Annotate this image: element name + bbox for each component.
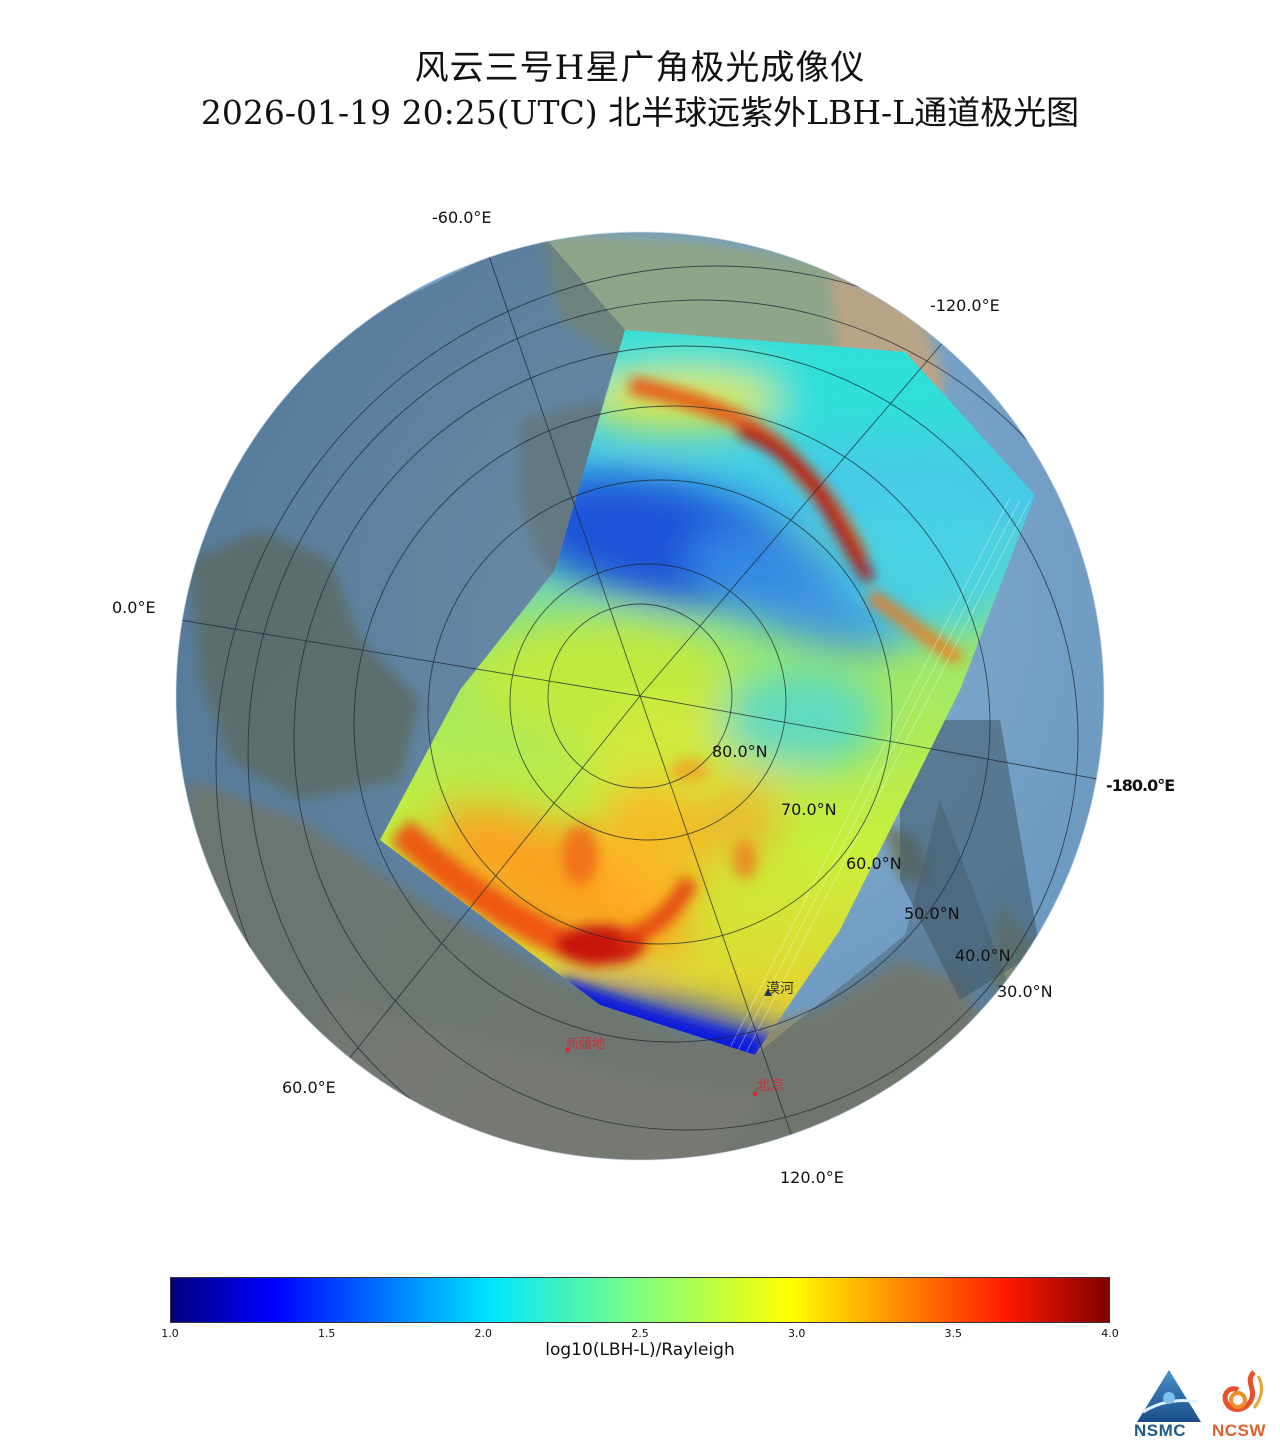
ncsw-logo-icon	[1222, 1370, 1263, 1412]
globe	[176, 232, 1104, 1160]
colorbar-tick-3-5: 3.5	[944, 1327, 963, 1340]
lon-label-neg120: -120.0°E	[930, 296, 1000, 315]
lon-label-60: 60.0°E	[282, 1078, 336, 1097]
colorbar-tick-2-5: 2.5	[631, 1327, 649, 1340]
xinjiang-marker-icon	[565, 1047, 571, 1053]
nsmc-logo-text: NSMC	[1134, 1421, 1187, 1440]
colorbar-tick-2-0: 2.0	[474, 1327, 493, 1340]
graticule	[179, 232, 1104, 1160]
place-label-beijing: 北京	[756, 1078, 784, 1094]
nsmc-logo-icon	[1137, 1370, 1201, 1422]
lon-label-0: 0.0°E	[112, 598, 156, 617]
ncsw-logo-text: NCSW	[1212, 1421, 1266, 1440]
lon-label-neg180: -180.0°E	[1106, 776, 1175, 795]
title-line-2: 2026-01-19 20:25(UTC) 北半球远紫外LBH-L通道极光图	[200, 93, 1080, 132]
colorbar-tick-1-0: 1.0	[161, 1327, 179, 1340]
lat-label-70: 70.0°N	[781, 800, 837, 819]
mohe-marker-icon	[764, 988, 772, 996]
colorbar-label: log10(LBH-L)/Rayleigh	[545, 1340, 735, 1360]
place-label-xinjiang: 新疆地	[566, 1037, 606, 1052]
lon-label-120: 120.0°E	[780, 1168, 844, 1187]
colorbar-tick-4-0: 4.0	[1101, 1327, 1119, 1340]
colorbar-tick-3-0: 3.0	[787, 1327, 806, 1340]
lat-label-60: 60.0°N	[846, 854, 902, 873]
colorbar-tick-1-5: 1.5	[317, 1327, 336, 1340]
beijing-marker-icon	[752, 1091, 758, 1097]
lat-label-40: 40.0°N	[955, 946, 1011, 965]
lat-label-50: 50.0°N	[904, 904, 960, 923]
night-shading	[176, 232, 1040, 1160]
lon-label-neg60: -60.0°E	[432, 208, 492, 227]
lat-label-30: 30.0°N	[997, 982, 1053, 1001]
place-label-mohe: 漠河	[766, 981, 794, 997]
colorbar	[170, 1277, 1110, 1323]
title-line-1: 风云三号H星广角极光成像仪	[414, 48, 866, 88]
lat-label-80: 80.0°N	[712, 742, 768, 761]
